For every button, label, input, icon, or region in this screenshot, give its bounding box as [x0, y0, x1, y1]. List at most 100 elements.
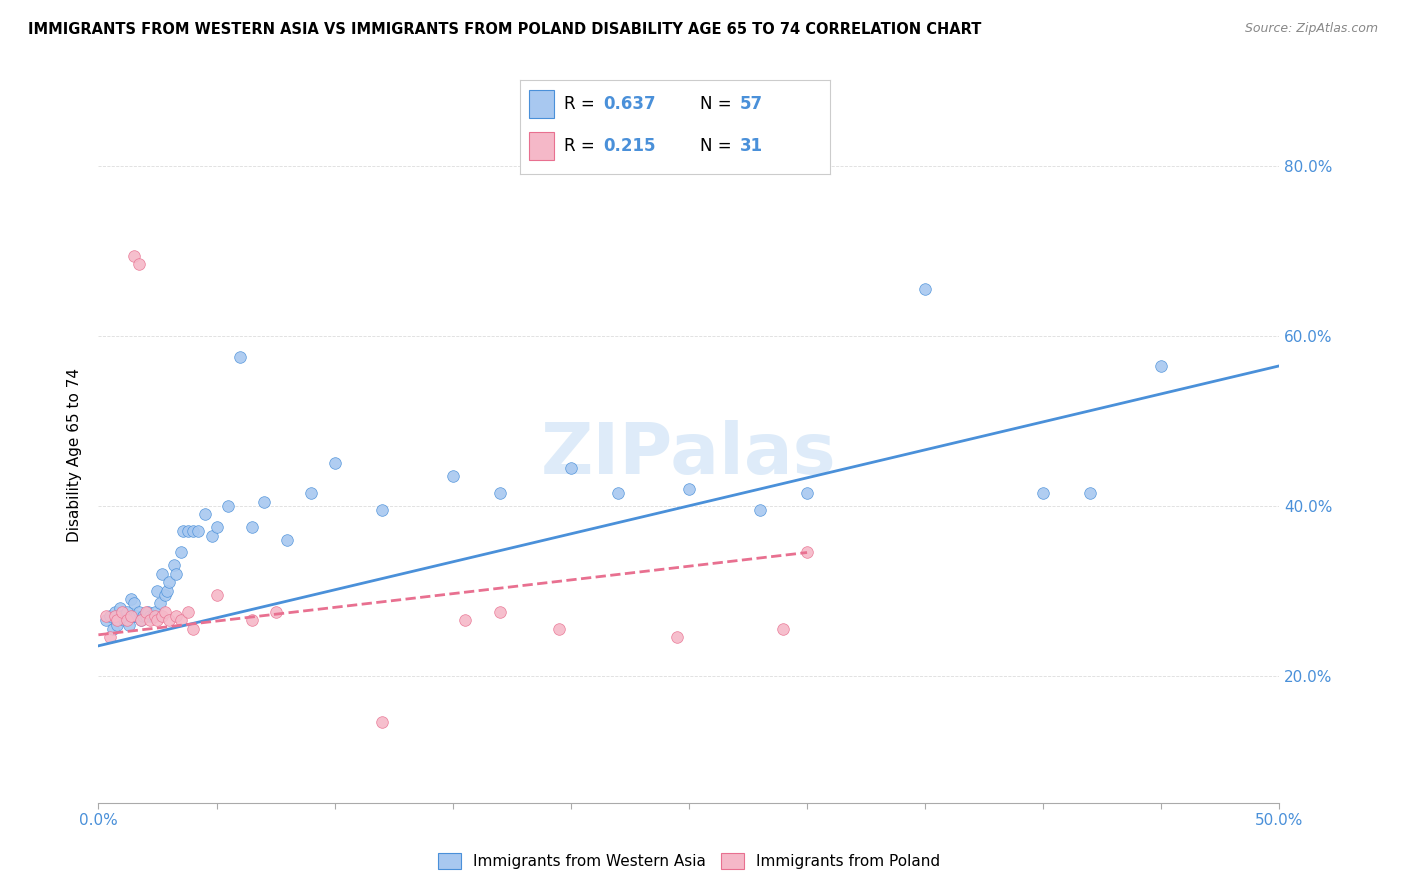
- Point: [666, 631, 689, 645]
- Point: [170, 545, 193, 559]
- Point: [135, 605, 157, 619]
- Point: [548, 622, 571, 636]
- Point: [143, 609, 166, 624]
- Point: [122, 248, 145, 262]
- Text: R =: R =: [564, 95, 599, 112]
- Point: [772, 622, 794, 636]
- Point: [177, 605, 200, 619]
- Point: [371, 503, 394, 517]
- Point: [139, 613, 162, 627]
- Point: [323, 457, 346, 471]
- Point: [121, 592, 143, 607]
- Point: [299, 486, 322, 500]
- Point: [165, 566, 187, 581]
- Point: [111, 609, 134, 624]
- Y-axis label: Disability Age 65 to 74: Disability Age 65 to 74: [67, 368, 83, 542]
- Point: [129, 613, 152, 627]
- Point: [157, 575, 180, 590]
- Point: [146, 613, 169, 627]
- Point: [132, 609, 155, 624]
- Legend: Immigrants from Western Asia, Immigrants from Poland: Immigrants from Western Asia, Immigrants…: [432, 847, 946, 875]
- Point: [115, 605, 138, 619]
- Text: 0.215: 0.215: [603, 136, 657, 155]
- Point: [129, 613, 152, 627]
- Point: [150, 609, 173, 624]
- Point: [128, 257, 150, 271]
- Point: [748, 503, 770, 517]
- Point: [122, 609, 145, 624]
- Point: [441, 469, 464, 483]
- Point: [94, 609, 117, 624]
- Point: [229, 351, 252, 365]
- Point: [149, 596, 172, 610]
- Point: [217, 499, 239, 513]
- Text: Source: ZipAtlas.com: Source: ZipAtlas.com: [1244, 22, 1378, 36]
- Point: [150, 566, 173, 581]
- Point: [489, 605, 512, 619]
- Point: [205, 520, 228, 534]
- Point: [105, 613, 128, 627]
- Point: [98, 631, 121, 645]
- Point: [122, 596, 145, 610]
- Point: [115, 613, 138, 627]
- Point: [205, 588, 228, 602]
- Point: [135, 609, 157, 624]
- Point: [143, 605, 166, 619]
- Point: [914, 283, 936, 297]
- Point: [156, 583, 179, 598]
- Point: [170, 613, 193, 627]
- Point: [98, 609, 121, 624]
- Point: [560, 460, 582, 475]
- Point: [94, 613, 117, 627]
- Point: [187, 524, 209, 539]
- Point: [453, 613, 475, 627]
- Text: 0.637: 0.637: [603, 95, 657, 112]
- Point: [264, 605, 287, 619]
- Point: [201, 528, 224, 542]
- Point: [118, 617, 141, 632]
- Point: [104, 605, 127, 619]
- Point: [136, 605, 159, 619]
- Point: [125, 609, 148, 624]
- Text: ZIPalas: ZIPalas: [541, 420, 837, 490]
- Point: [1032, 486, 1054, 500]
- Text: 57: 57: [740, 95, 763, 112]
- Point: [240, 613, 263, 627]
- Point: [181, 622, 204, 636]
- FancyBboxPatch shape: [530, 89, 554, 118]
- Point: [111, 605, 134, 619]
- Point: [253, 494, 276, 508]
- Point: [112, 613, 135, 627]
- Point: [108, 600, 131, 615]
- Point: [678, 482, 700, 496]
- Point: [181, 524, 204, 539]
- Point: [165, 609, 187, 624]
- Point: [796, 545, 818, 559]
- Point: [139, 609, 162, 624]
- Text: N =: N =: [700, 95, 737, 112]
- Point: [153, 605, 176, 619]
- Point: [276, 533, 298, 547]
- Point: [142, 609, 165, 624]
- Text: IMMIGRANTS FROM WESTERN ASIA VS IMMIGRANTS FROM POLAND DISABILITY AGE 65 TO 74 C: IMMIGRANTS FROM WESTERN ASIA VS IMMIGRAN…: [28, 22, 981, 37]
- Text: N =: N =: [700, 136, 737, 155]
- Point: [1150, 359, 1173, 373]
- Point: [101, 622, 124, 636]
- Text: 31: 31: [740, 136, 763, 155]
- Point: [172, 524, 194, 539]
- Point: [194, 508, 217, 522]
- Point: [1080, 486, 1102, 500]
- Point: [146, 583, 169, 598]
- Point: [796, 486, 818, 500]
- Point: [104, 609, 127, 624]
- Point: [489, 486, 512, 500]
- Point: [121, 609, 143, 624]
- Point: [153, 588, 176, 602]
- Point: [607, 486, 630, 500]
- FancyBboxPatch shape: [530, 132, 554, 160]
- Point: [240, 520, 263, 534]
- Point: [105, 617, 128, 632]
- Point: [371, 715, 394, 730]
- Point: [128, 605, 150, 619]
- Text: R =: R =: [564, 136, 599, 155]
